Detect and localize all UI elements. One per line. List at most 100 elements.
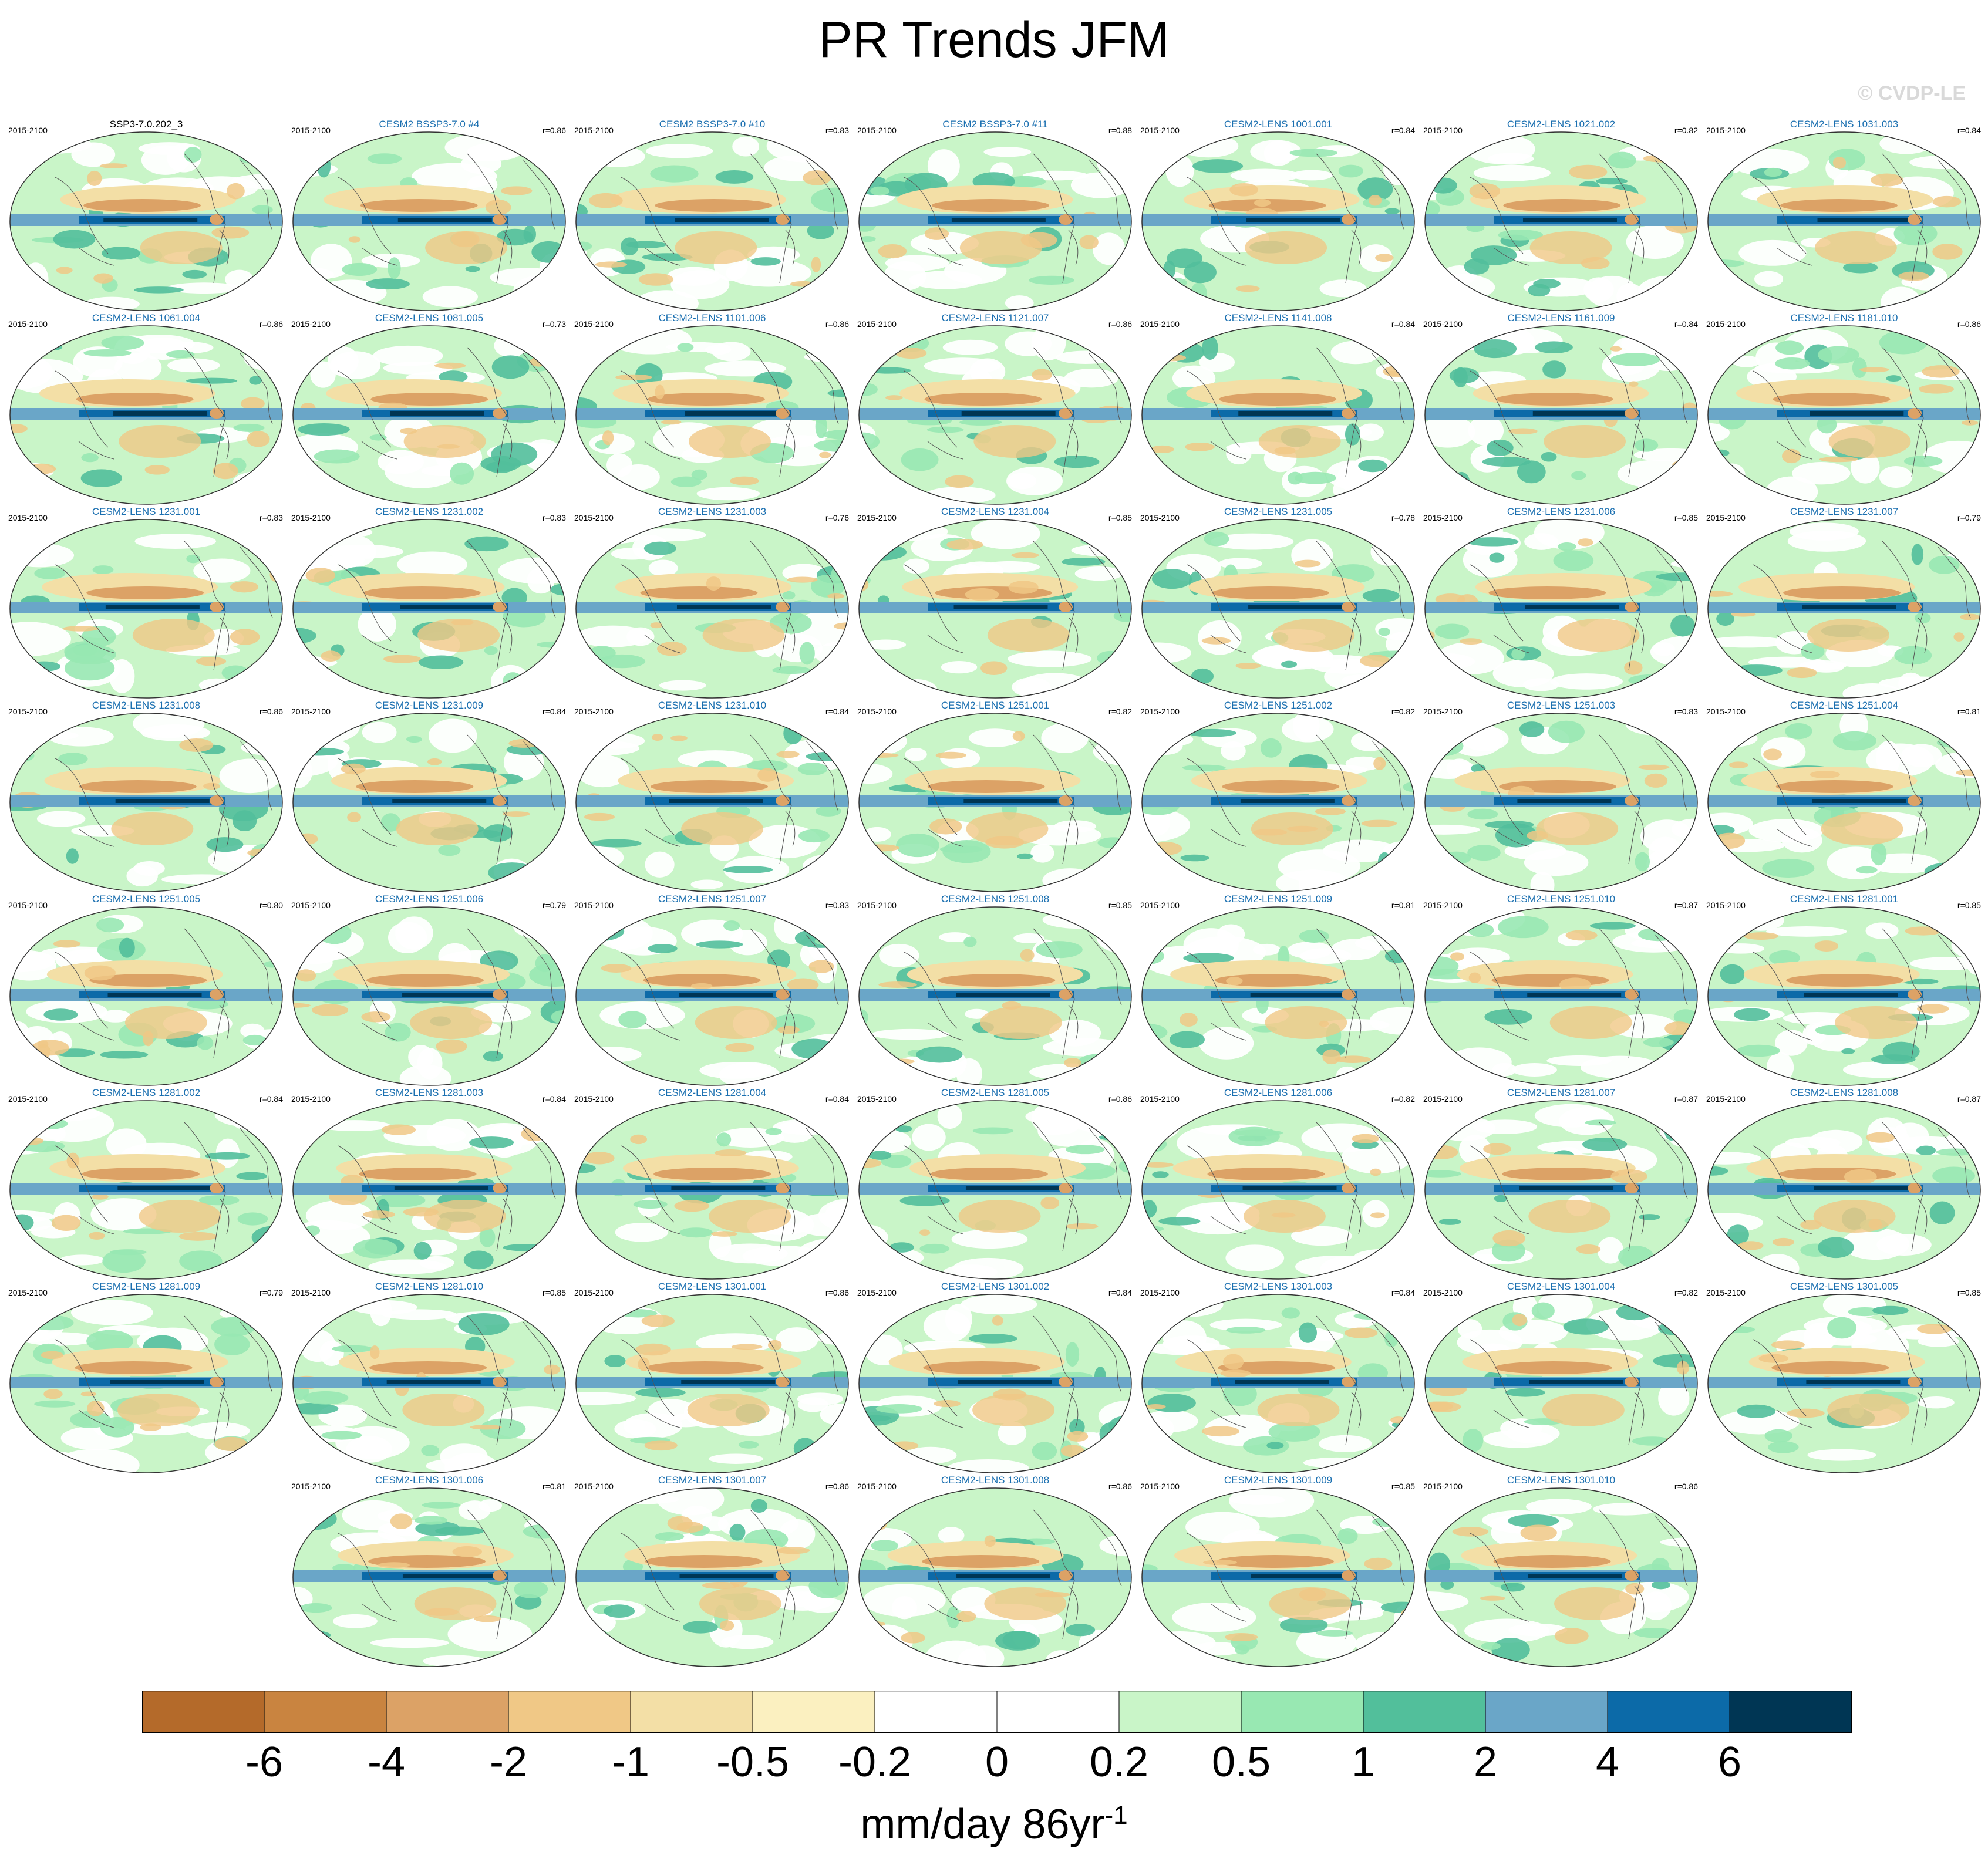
wet-patch [818,1435,848,1452]
wet-patch [1775,357,1810,370]
atlantic-dry-spot [1342,795,1356,806]
wet-patch [1817,415,1837,434]
coastline [361,635,397,653]
dry-core-north [1218,1361,1336,1374]
dry-core-north [83,199,201,212]
coastline [750,347,792,477]
units-text: mm/day 86yr [860,1801,1105,1848]
map-panel: 2015-2100 CESM2-LENS 1001.001 r=0.84 [1140,119,1416,312]
colorbar-box [386,1691,509,1733]
coastline [644,1216,680,1234]
coastline [502,423,513,460]
dry-patch [1066,1223,1099,1230]
dry-patch [227,183,245,200]
wet-patch [1769,950,1800,966]
near-zero-patch [1841,1227,1909,1260]
coastline [1033,347,1075,477]
near-zero-patch [904,1446,957,1464]
wet-patch [80,469,122,487]
near-zero-patch [262,521,282,556]
dry-band-south [410,1006,493,1039]
wet-patch [439,370,468,383]
wet-patch [418,655,464,670]
near-zero-patch [998,1421,1027,1445]
dry-patch [521,1126,547,1142]
near-zero-patch [732,136,760,157]
map-border [1707,519,1981,699]
near-zero-patch [70,1300,153,1325]
near-zero-patch [863,1584,946,1617]
wet-patch [1463,1428,1484,1452]
near-zero-patch [59,1254,105,1266]
dry-core-north [1503,199,1621,212]
trend-map [858,713,1132,892]
atlantic-dry-spot [1059,602,1073,612]
map-border [1707,1294,1981,1473]
dry-patch [714,1149,747,1157]
dry-patch [1819,456,1858,463]
dry-patch [1628,381,1639,387]
coastline [1316,541,1358,671]
colorbar-box [1607,1691,1730,1733]
panel-period: 2015-2100 [1140,900,1180,910]
near-zero-patch [586,138,638,150]
panel-period: 2015-2100 [1423,513,1463,522]
coastline [1938,159,1971,231]
panel-title: CESM2-LENS 1301.007 [658,1475,767,1486]
dry-patch [247,431,270,447]
near-zero-patch [193,558,251,583]
wet-patch [1183,953,1234,963]
coastline [927,828,963,847]
wet-patch [1635,438,1659,452]
near-zero-patch [90,1198,157,1231]
dry-core-north [79,780,197,793]
wet-patch [422,1502,460,1509]
wet-patch [503,1244,548,1251]
dry-patch [1714,832,1746,849]
map-border [575,713,849,892]
near-zero-patch [965,1008,989,1019]
coastline [240,740,273,812]
wet-patch [1430,1438,1453,1453]
dry-patch [935,751,966,759]
wet-patch [1470,245,1517,265]
coastline [806,1321,839,1393]
wet-patch [242,1034,267,1046]
equatorial-band-core [961,411,1056,416]
coastline [1634,1198,1645,1234]
coastline [1210,441,1246,460]
atlantic-dry-spot [776,1570,790,1581]
panel-pattern-correlation: r=0.83 [825,900,849,910]
near-zero-patch [1738,239,1807,266]
near-zero-patch [1142,1410,1198,1432]
colorbar-tick-label: 6 [1717,1739,1742,1786]
near-zero-patch [324,544,404,559]
equatorial-band-core [1817,218,1912,222]
dry-patch [214,1436,248,1452]
panel-pattern-correlation: r=0.86 [825,1482,849,1491]
dry-patch [1426,1401,1461,1412]
wet-patch [1893,221,1938,246]
equatorial-band-core [671,1186,766,1190]
coastline [1351,230,1362,266]
coastline [523,934,556,1006]
dry-patch [1142,536,1152,549]
dry-band-south [111,812,194,845]
coastline [1882,734,1924,865]
map-panel: 2015-2100 CESM2-LENS 1251.006 r=0.79 [291,893,567,1087]
map-panel: 2015-2100 CESM2-LENS 1251.001 r=0.82 [857,700,1133,893]
wet-patch [899,1195,950,1206]
panel-period: 2015-2100 [8,319,48,329]
dry-patch [1520,1524,1557,1541]
map-border [1141,713,1415,892]
dry-patch [1361,819,1397,828]
dry-band-south [124,1006,207,1039]
trend-map [575,713,849,892]
dry-band-south [958,1200,1041,1233]
atlantic-dry-spot [210,795,224,806]
colorbar-box [1729,1691,1852,1733]
near-zero-patch [1143,1294,1224,1318]
map-panel: 2015-2100 CESM2-LENS 1281.003 r=0.84 [291,1087,567,1281]
dry-patch [1781,448,1801,464]
wet-patch [595,1630,611,1654]
